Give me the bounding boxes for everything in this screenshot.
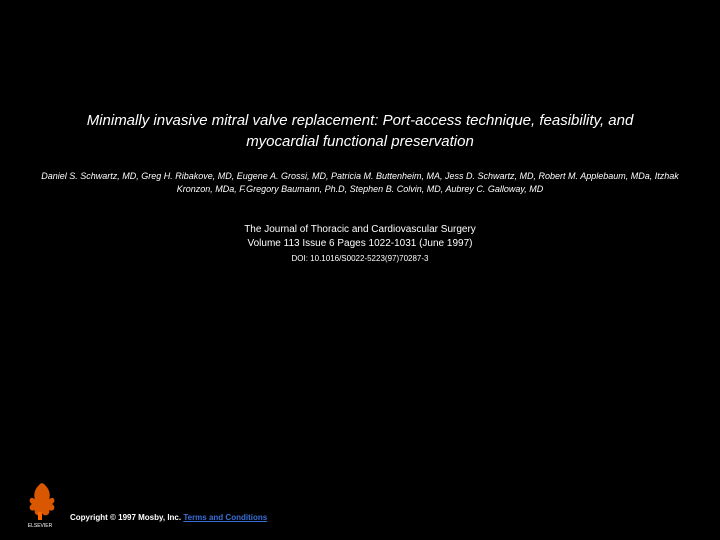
authors-list: Daniel S. Schwartz, MD, Greg H. Ribakove…	[0, 170, 720, 195]
elsevier-tree-icon: ELSEVIER	[18, 480, 62, 528]
elsevier-logo: ELSEVIER	[18, 480, 62, 528]
copyright-line: Copyright © 1997 Mosby, Inc. Terms and C…	[70, 513, 267, 528]
terms-conditions-link[interactable]: Terms and Conditions	[183, 513, 267, 522]
copyright-text: Copyright © 1997 Mosby, Inc.	[70, 513, 183, 522]
article-title: Minimally invasive mitral valve replacem…	[0, 110, 720, 152]
footer: ELSEVIER Copyright © 1997 Mosby, Inc. Te…	[18, 480, 267, 528]
main-content: Minimally invasive mitral valve replacem…	[0, 0, 720, 265]
volume-info: Volume 113 Issue 6 Pages 1022-1031 (June…	[0, 237, 720, 251]
publisher-label: ELSEVIER	[28, 523, 53, 528]
journal-name: The Journal of Thoracic and Cardiovascul…	[0, 223, 720, 237]
doi-text: DOI: 10.1016/S0022-5223(97)70287-3	[0, 253, 720, 265]
